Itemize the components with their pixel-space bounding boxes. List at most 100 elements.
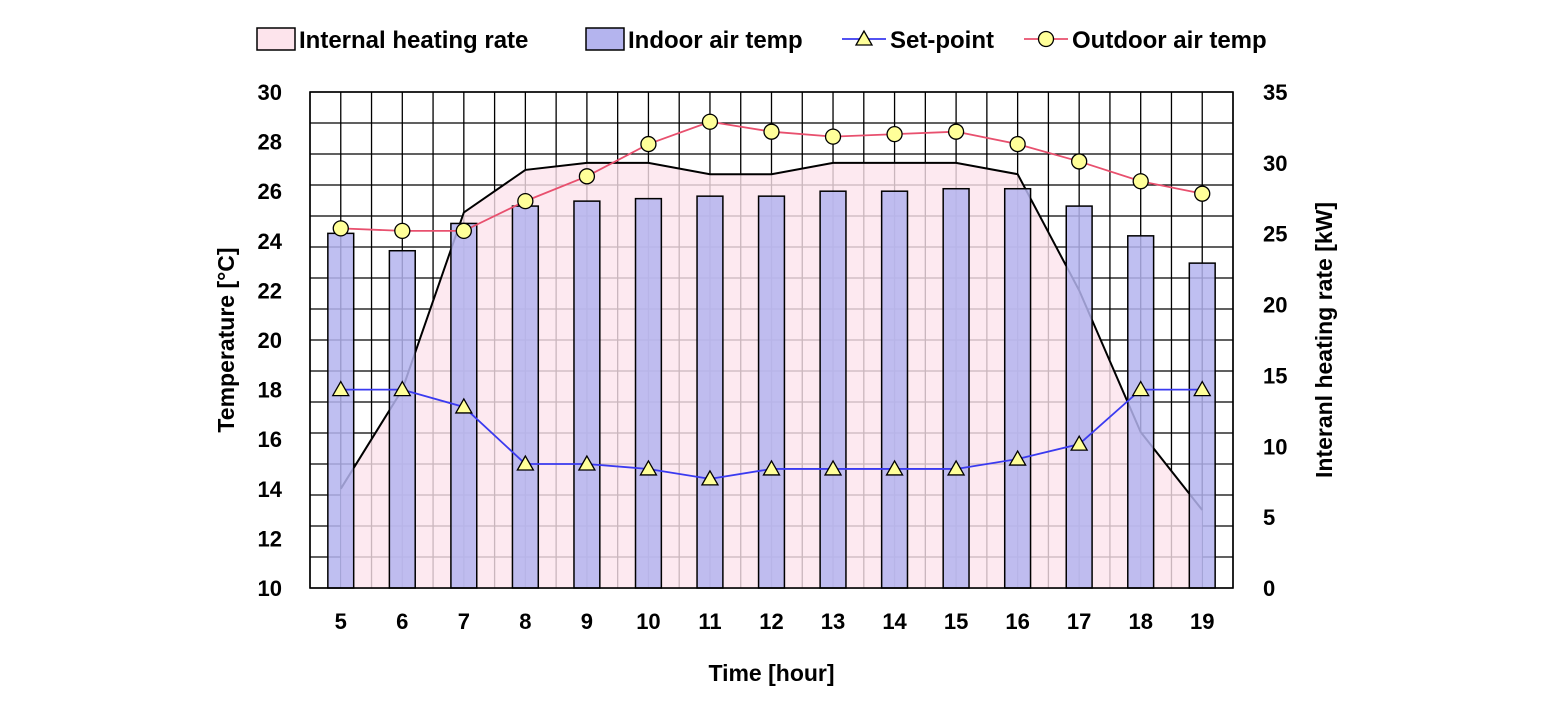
set-point-point: [639, 459, 658, 476]
outdoor-air-temp-point: [763, 123, 780, 140]
indoor-air-temp-bar: [388, 249, 416, 589]
x-tick-label: 8: [519, 609, 531, 634]
x-tick-label: 7: [458, 609, 470, 634]
indoor-air-temp-bar: [880, 190, 909, 589]
set-point-point: [1070, 434, 1089, 451]
outdoor-air-temp-point: [332, 220, 349, 237]
y-tick-label: 30: [258, 80, 282, 105]
plot-frame: [309, 91, 1234, 589]
x-tick-label: 19: [1190, 609, 1214, 634]
y-tick-label: 18: [258, 378, 282, 403]
internal-heating-rate-line: [339, 161, 1204, 511]
set-point-point: [393, 380, 412, 397]
indoor-air-temp-bar: [1003, 187, 1032, 589]
legend-label: Outdoor air temp: [1072, 27, 1267, 54]
x-tick-label: 14: [882, 609, 907, 634]
indoor-air-temp-bar: [757, 195, 786, 589]
y-tick-label: 28: [258, 130, 282, 155]
x-tick-label: 18: [1128, 609, 1152, 634]
legend-item-outdoor-air-temp: Outdoor air temp: [1024, 27, 1267, 54]
legend: Internal heating rate Indoor air temp Set-…: [256, 27, 1267, 54]
x-tick-label: 16: [1005, 609, 1029, 634]
set-point-point: [516, 454, 535, 471]
y2-tick-label: 20: [1263, 293, 1287, 318]
legend-item-set-point: Set-point: [842, 27, 994, 54]
legend-label: Indoor air temp: [628, 27, 803, 54]
y2-tick-label: 35: [1263, 80, 1287, 105]
x-tick-label: 10: [636, 609, 660, 634]
y-tick-label: 10: [258, 576, 282, 601]
outdoor-air-temp-point: [455, 222, 472, 240]
x-axis-title: Time [hour]: [708, 660, 834, 686]
indoor-air-temp-bar: [327, 232, 355, 589]
legend-marker: [854, 29, 874, 46]
indoor-air-temp-bar: [511, 205, 540, 589]
outdoor-air-temp-point: [1071, 153, 1088, 170]
temperature-lines: [331, 113, 1212, 486]
y-tick-label: 22: [258, 278, 282, 303]
outdoor-air-temp-point: [1132, 173, 1149, 190]
outdoor-air-temp-point: [394, 222, 411, 240]
y-tick-label: 26: [258, 179, 282, 204]
x-tick-label: 13: [821, 609, 845, 634]
set-point-point: [700, 469, 720, 486]
y2-tick-label: 5: [1263, 505, 1275, 530]
y-tick-label: 16: [258, 427, 282, 452]
x-tick-label: 15: [944, 609, 968, 634]
set-point-point: [1193, 380, 1212, 397]
set-point-point: [823, 459, 843, 476]
outdoor-air-temp-point: [578, 168, 596, 185]
outdoor-air-temp-point: [640, 135, 657, 153]
y-axis-title: Temperature [°C]: [213, 247, 239, 432]
set-point-point: [1008, 449, 1027, 466]
y-tick-label: 12: [258, 526, 282, 551]
indoor-air-temp-bar: [573, 200, 601, 589]
legend-item-indoor-air-temp: Indoor air temp: [585, 27, 803, 54]
set-point-point: [1131, 380, 1150, 397]
legend-swatch: [585, 27, 625, 51]
y-tick-label: 14: [258, 477, 283, 502]
indoor-air-temp-bar: [1127, 235, 1155, 589]
outdoor-air-temp-point: [701, 113, 719, 130]
x-tick-label: 6: [396, 609, 408, 634]
x-tick-label: 12: [759, 609, 783, 634]
outdoor-air-temp-point: [517, 192, 534, 210]
legend-label: Set-point: [890, 27, 994, 54]
indoor-air-temp-bar: [696, 195, 724, 589]
indoor-air-temp-bar: [942, 187, 970, 589]
indoor-air-temp-bar: [1065, 205, 1093, 589]
y2-tick-label: 0: [1263, 576, 1275, 601]
indoor-air-temp-bar: [634, 197, 663, 589]
outdoor-air-temp-point: [1194, 185, 1211, 202]
y2-tick-label: 10: [1263, 434, 1287, 459]
legend-item-internal-heating-rate: Internal heating rate: [256, 27, 528, 54]
axes: 5 6 7 8 9 10 11 12 13 14 15 16 17 18 19 10 12 14 16 18 20 22 2…: [213, 80, 1337, 686]
set-point-point: [885, 459, 904, 476]
set-point-point: [454, 397, 473, 414]
x-tick-label: 5: [335, 609, 347, 634]
y2-tick-label: 30: [1263, 151, 1287, 176]
legend-label: Internal heating rate: [299, 27, 528, 54]
set-point-point: [762, 459, 781, 476]
outdoor-air-temp-point: [824, 128, 842, 145]
x-tick-label: 17: [1067, 609, 1091, 634]
indoor-air-temp-bar: [819, 190, 847, 589]
legend-swatch: [256, 27, 296, 51]
y2-tick-label: 25: [1263, 222, 1287, 247]
y2-tick-label: 15: [1263, 363, 1287, 388]
outdoor-air-temp-point: [1009, 135, 1026, 153]
set-point-point: [577, 454, 597, 471]
y2-axis-title: Interanl heating rate [kW]: [1311, 202, 1337, 478]
x-tick-label: 9: [581, 609, 593, 634]
outdoor-air-temp-point: [886, 126, 903, 143]
outdoor-air-temp-point: [947, 123, 965, 140]
set-point-point: [331, 380, 350, 397]
set-point-point: [946, 459, 966, 476]
x-tick-label: 11: [698, 609, 721, 634]
y-tick-label: 24: [258, 229, 283, 254]
legend-marker: [1037, 30, 1055, 48]
indoor-air-temp-bar: [1188, 262, 1216, 589]
y-tick-label: 20: [258, 328, 282, 353]
